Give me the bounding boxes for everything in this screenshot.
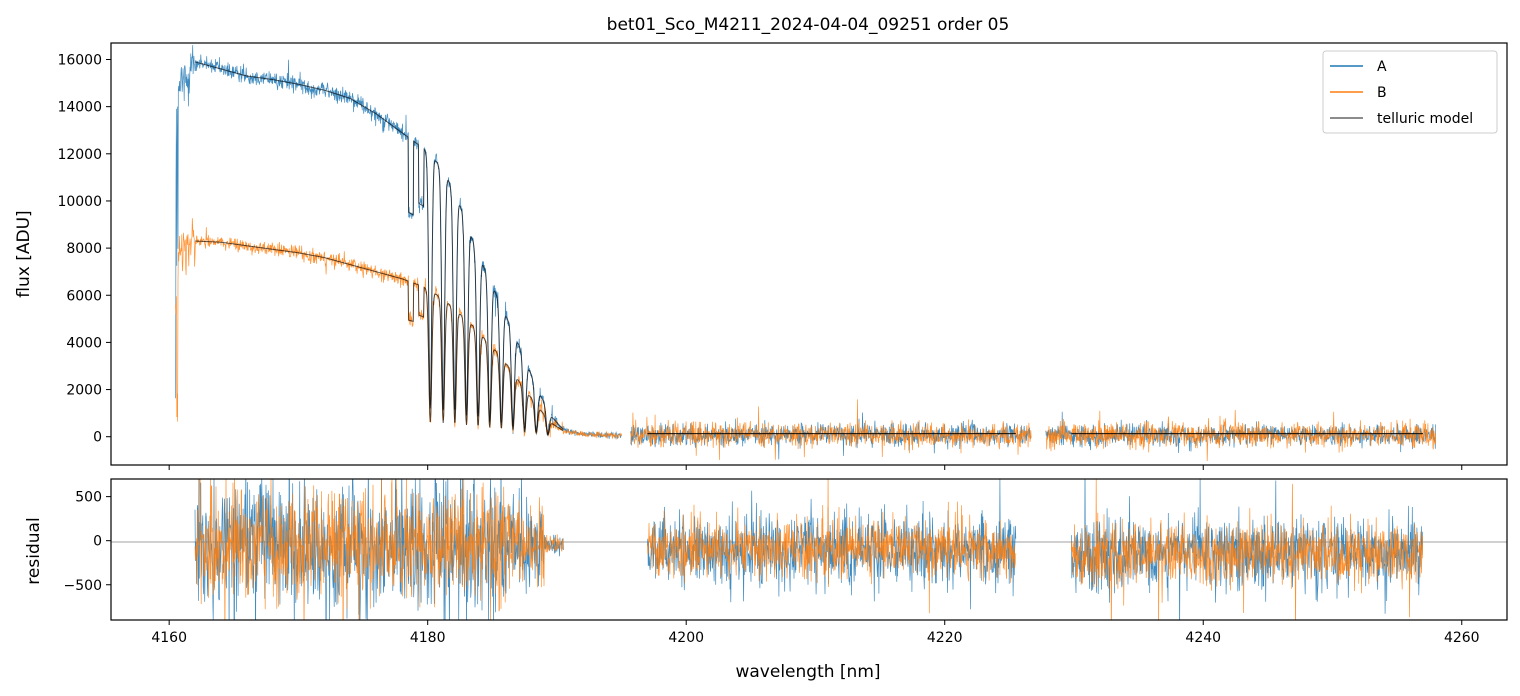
residual-x-ticks: 4160 4180 4200 4220 4240 4260 [151,620,1480,646]
legend-label-model: telluric model [1377,111,1473,127]
residual-x-tick-label: 4220 [927,630,963,646]
flux-axes-frame [110,42,1508,466]
flux-y-tick-label: 16000 [57,53,102,69]
flux-series-group [175,45,1436,462]
legend-label-a: A [1377,59,1387,75]
flux-line-b-segment-1 [175,218,622,440]
flux-line-b-segment-2 [630,399,1032,460]
residual-y-tick-label: 500 [75,490,102,506]
residual-x-tick-label: 4160 [151,630,187,646]
residual-line-a-segment-3 [1071,479,1424,620]
flux-y-label: flux [ADU] [14,210,34,297]
residual-line-b-segment-1 [194,479,564,620]
flux-y-tick-label: 8000 [66,241,102,257]
legend: A B telluric model [1322,50,1498,134]
flux-y-tick-label: 6000 [66,288,102,304]
residual-x-tick-label: 4180 [410,630,446,646]
flux-y-ticks: 0 2000 4000 6000 8000 10000 12000 14000 16000 [57,53,111,446]
residual-x-tick-label: 4260 [1444,630,1480,646]
residual-series-group [194,479,1424,620]
residual-panel: −500 0 500 4160 4180 4200 4220 4240 4260 residu… [24,478,1508,682]
flux-y-tick-label: 10000 [57,194,102,210]
flux-x-ticks [168,465,1463,470]
flux-y-tick-label: 2000 [66,383,102,399]
chart-title: bet01_Sco_M4211_2024-04-04_09251 order 0… [607,15,1010,35]
residual-x-tick-label: 4240 [1185,630,1221,646]
residual-y-ticks: −500 0 500 [64,490,111,594]
flux-y-tick-label: 0 [93,430,102,446]
x-axis-label: wavelength [nm] [735,662,880,682]
legend-box [1322,50,1498,134]
residual-y-label: residual [24,517,44,584]
residual-y-tick-label: 0 [93,534,102,550]
flux-y-tick-label: 4000 [66,335,102,351]
flux-line-b-segment-3 [1045,409,1436,462]
residual-y-tick-label: −500 [64,578,102,594]
flux-y-tick-label: 12000 [57,147,102,163]
residual-axes-frame [110,478,1508,621]
flux-y-tick-label: 14000 [57,100,102,116]
residual-x-tick-label: 4200 [668,630,704,646]
flux-panel: 0 2000 4000 6000 8000 10000 12000 14000 16000 fl… [14,42,1508,470]
flux-line-a-segment-2 [630,412,1032,460]
legend-label-b: B [1377,85,1387,101]
residual-line-a-segment-2 [647,479,1017,610]
residual-line-b-segment-2 [647,479,1017,614]
residual-line-b-segment-3 [1071,479,1424,620]
telluric-model-b-segment-1 [194,240,564,436]
